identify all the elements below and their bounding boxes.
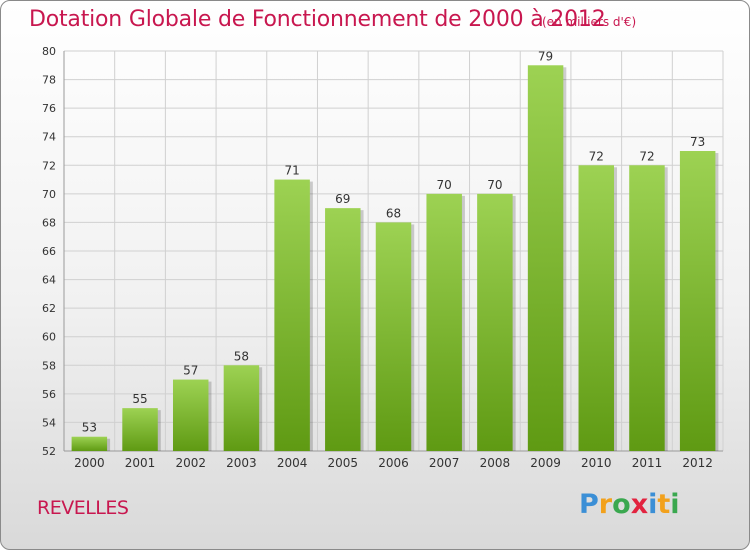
y-tick-label: 70 xyxy=(42,188,56,201)
logo-letter: i xyxy=(648,489,658,520)
bar xyxy=(629,165,665,452)
logo-letter: P xyxy=(579,489,599,520)
bar xyxy=(477,193,513,451)
bar xyxy=(122,408,158,451)
bars xyxy=(71,65,719,452)
x-tick-label: 2009 xyxy=(530,456,561,470)
labels: 52 54 56 58 60 62 64 66 68 70 72 74 76 78 80 53 2000 55 20… xyxy=(42,45,713,470)
y-tick-label: 66 xyxy=(42,245,56,258)
x-tick-label: 2002 xyxy=(175,456,206,470)
y-tick-label: 78 xyxy=(42,74,56,87)
y-tick-label: 60 xyxy=(42,331,56,344)
x-tick-label: 2011 xyxy=(632,456,663,470)
data-label: 57 xyxy=(183,364,198,378)
data-label: 69 xyxy=(335,192,350,206)
bar xyxy=(527,65,564,452)
data-label: 58 xyxy=(234,349,249,363)
y-tick-label: 74 xyxy=(42,131,56,144)
data-label: 55 xyxy=(132,392,147,406)
chart-title: Dotation Globale de Fonctionnement de 20… xyxy=(29,7,606,32)
data-label: 72 xyxy=(589,149,604,163)
y-tick-label: 68 xyxy=(42,216,56,229)
y-tick-label: 62 xyxy=(42,302,56,315)
bar xyxy=(679,151,716,451)
data-label: 73 xyxy=(690,135,705,149)
y-tick-label: 52 xyxy=(42,445,56,458)
bar xyxy=(172,379,209,451)
bar xyxy=(375,222,412,451)
bar xyxy=(223,365,260,451)
bar xyxy=(325,208,361,451)
x-tick-label: 2001 xyxy=(125,456,156,470)
logo-letter: x xyxy=(630,489,649,520)
y-tick-label: 80 xyxy=(42,45,56,58)
logo-letter: t xyxy=(657,489,671,520)
bar xyxy=(71,436,108,451)
y-tick-label: 76 xyxy=(42,102,56,115)
logo-letter: i xyxy=(670,489,680,520)
data-label: 72 xyxy=(639,149,654,163)
data-label: 70 xyxy=(487,178,502,192)
data-label: 70 xyxy=(437,178,452,192)
logo-letter: o xyxy=(612,489,631,520)
bar xyxy=(578,165,615,452)
logo-letter: r xyxy=(598,489,613,520)
data-label: 71 xyxy=(284,164,299,178)
bar xyxy=(274,179,310,452)
y-tick-label: 58 xyxy=(42,359,56,372)
x-tick-label: 2005 xyxy=(328,456,359,470)
y-tick-label: 64 xyxy=(42,274,56,287)
x-tick-label: 2006 xyxy=(378,456,409,470)
commune-name: REVELLES xyxy=(37,497,129,519)
y-tick-label: 72 xyxy=(42,159,56,172)
proxiti-logo[interactable]: Proxiti xyxy=(579,489,680,520)
y-tick-label: 54 xyxy=(42,416,56,429)
x-tick-label: 2012 xyxy=(682,456,713,470)
data-label: 53 xyxy=(82,421,97,435)
x-tick-label: 2010 xyxy=(581,456,612,470)
x-tick-label: 2004 xyxy=(277,456,308,470)
bar xyxy=(426,193,462,451)
x-tick-label: 2008 xyxy=(480,456,511,470)
x-tick-label: 2003 xyxy=(226,456,257,470)
data-label: 68 xyxy=(386,206,401,220)
chart-unit: (en milliers d'€) xyxy=(542,15,637,29)
x-tick-label: 2000 xyxy=(74,456,105,470)
y-tick-label: 56 xyxy=(42,388,56,401)
data-label: 79 xyxy=(538,49,553,63)
x-tick-label: 2007 xyxy=(429,456,460,470)
